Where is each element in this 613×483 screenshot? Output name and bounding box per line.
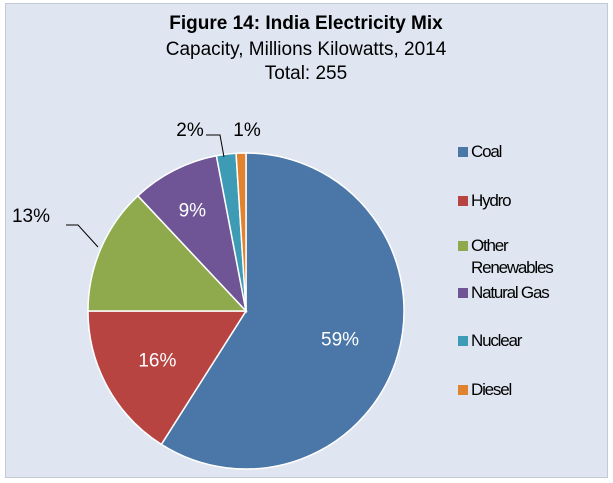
chart-subtitle: Capacity, Millions Kilowatts, 2014 — [166, 39, 447, 60]
slice-labels: 59% 16% 13% 9% 2% 1% — [12, 120, 359, 372]
legend-label-hydro: Hydro — [471, 191, 511, 210]
pie-slice-diesel — [235, 152, 247, 312]
pie-slice-hydro — [87, 310, 248, 446]
slice-label-other-renewables: 13% — [12, 206, 50, 227]
slice-label-natural-gas: 9% — [179, 201, 207, 222]
pie-slice-coal — [160, 152, 405, 470]
leader-lines — [66, 134, 225, 248]
leader-line-nuclear — [206, 134, 225, 158]
legend-label-diesel: Diesel — [471, 380, 511, 399]
legend-swatch-natural-gas — [458, 288, 468, 298]
legend-swatch-hydro — [458, 196, 468, 206]
legend-label-nuclear: Nuclear — [471, 331, 523, 350]
pie-slice-other-renewables — [87, 194, 248, 312]
pie-chart: Figure 14: India Electricity Mix Capacit… — [12, 13, 554, 470]
slice-label-nuclear: 2% — [176, 120, 204, 141]
slice-label-coal: 59% — [321, 329, 359, 350]
legend-swatch-diesel — [458, 385, 468, 395]
legend-swatch-coal — [458, 147, 468, 157]
legend-label-coal: Coal — [471, 142, 502, 161]
legend-swatch-nuclear — [458, 336, 468, 346]
legend-label-natural-gas: Natural Gas — [471, 283, 549, 302]
chart-title: Figure 14: India Electricity Mix — [169, 13, 443, 34]
chart-total: Total: 255 — [265, 63, 347, 84]
pie-slice-natural-gas — [136, 154, 248, 314]
slice-label-hydro: 16% — [138, 351, 176, 372]
leader-line-other-renewables — [66, 224, 99, 248]
legend-label-other-renewables: Other Renewables — [471, 236, 553, 277]
chart-figure: Figure 14: India Electricity Mix Capacit… — [5, 3, 608, 478]
legend: Coal Hydro Other Renewables Natural Gas Nucle… — [458, 142, 554, 399]
slice-label-diesel: 1% — [233, 120, 261, 141]
pie-slices — [87, 152, 405, 470]
legend-swatch-other-renewables — [458, 241, 468, 251]
